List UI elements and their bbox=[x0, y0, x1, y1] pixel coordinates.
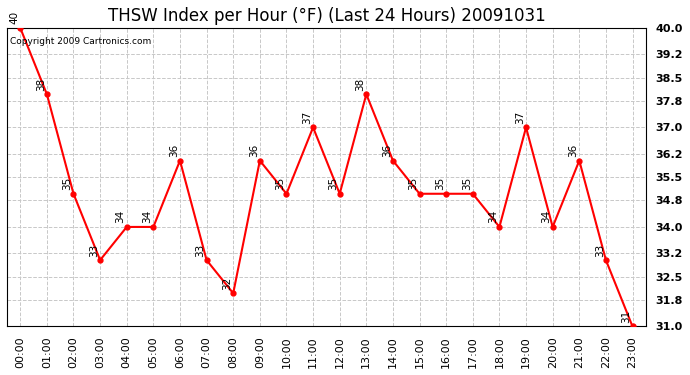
Text: 35: 35 bbox=[408, 177, 418, 190]
Text: 37: 37 bbox=[302, 111, 312, 124]
Text: 38: 38 bbox=[355, 77, 365, 91]
Text: 36: 36 bbox=[169, 144, 179, 157]
Text: Copyright 2009 Cartronics.com: Copyright 2009 Cartronics.com bbox=[10, 37, 151, 46]
Text: 34: 34 bbox=[489, 210, 498, 224]
Text: 34: 34 bbox=[542, 210, 551, 224]
Text: 34: 34 bbox=[116, 210, 126, 224]
Text: 36: 36 bbox=[382, 144, 392, 157]
Text: 33: 33 bbox=[195, 243, 206, 256]
Text: 33: 33 bbox=[89, 243, 99, 256]
Text: 35: 35 bbox=[62, 177, 72, 190]
Text: 40: 40 bbox=[9, 11, 19, 24]
Text: 35: 35 bbox=[328, 177, 339, 190]
Text: 31: 31 bbox=[622, 310, 631, 323]
Text: 34: 34 bbox=[142, 210, 152, 224]
Title: THSW Index per Hour (°F) (Last 24 Hours) 20091031: THSW Index per Hour (°F) (Last 24 Hours)… bbox=[108, 7, 545, 25]
Text: 35: 35 bbox=[435, 177, 445, 190]
Text: 38: 38 bbox=[36, 77, 46, 91]
Text: 33: 33 bbox=[595, 243, 605, 256]
Text: 36: 36 bbox=[248, 144, 259, 157]
Text: 36: 36 bbox=[568, 144, 578, 157]
Text: 37: 37 bbox=[515, 111, 525, 124]
Text: 35: 35 bbox=[275, 177, 286, 190]
Text: 32: 32 bbox=[222, 276, 232, 290]
Text: 35: 35 bbox=[462, 177, 472, 190]
